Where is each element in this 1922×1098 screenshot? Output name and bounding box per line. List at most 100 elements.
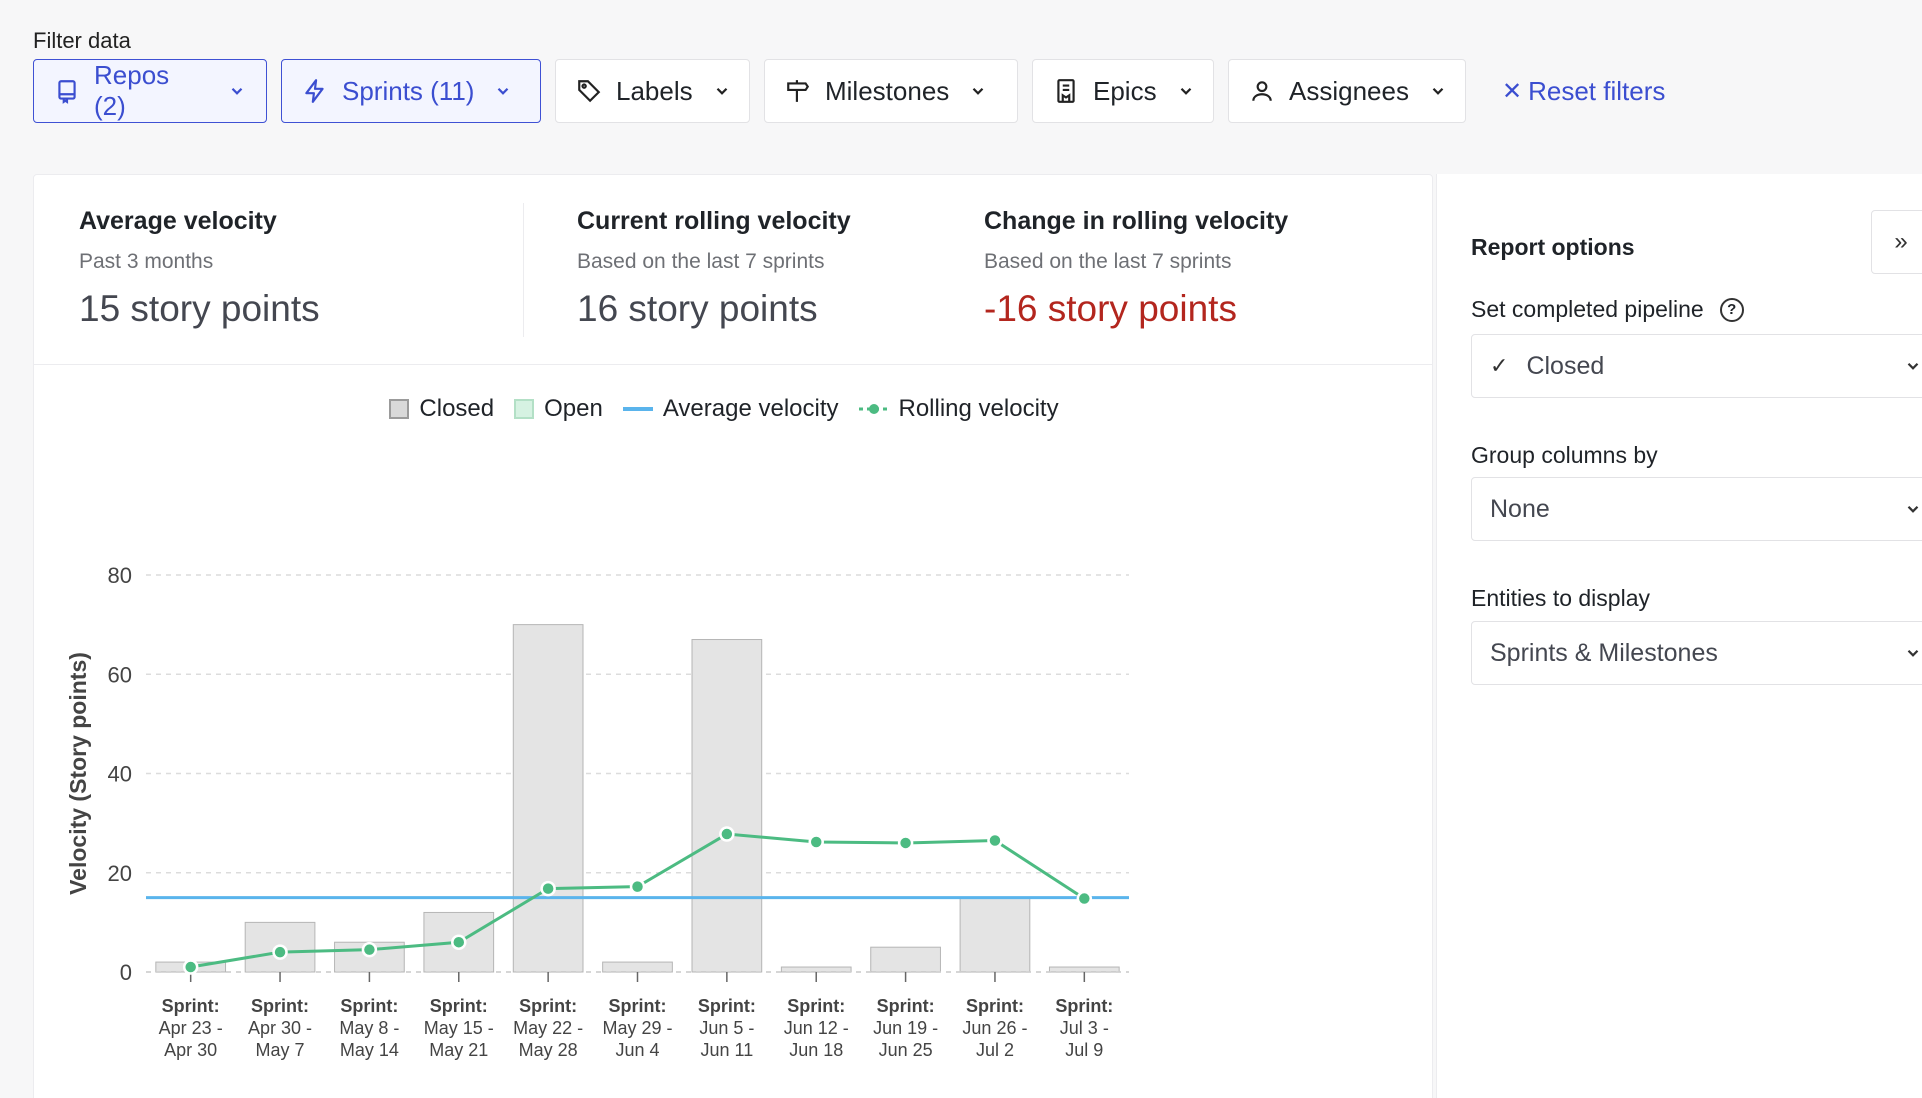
labels-filter-button[interactable]: Labels — [555, 59, 750, 123]
stat-subtitle: Based on the last 7 sprints — [984, 250, 1232, 273]
reset-filters-label: Reset filters — [1528, 75, 1666, 106]
legend-item-closed[interactable]: Closed — [389, 395, 494, 423]
y-tick-label: 40 — [108, 762, 132, 787]
x-tick-label: May 8 - — [339, 1018, 399, 1038]
x-tick-label: May 28 — [519, 1040, 578, 1060]
x-tick-label: May 7 — [256, 1040, 305, 1060]
report-options-title: Report options — [1471, 234, 1635, 260]
epics-filter-button[interactable]: Epics — [1032, 59, 1214, 123]
check-icon: ✓ — [1490, 353, 1509, 378]
x-tick-label: Jun 4 — [615, 1040, 659, 1060]
milestones-filter-button[interactable]: Milestones — [764, 59, 1018, 123]
bar-closed — [691, 639, 763, 973]
x-tick-label: May 21 — [429, 1040, 488, 1060]
x-tick-label: Jun 11 — [701, 1040, 754, 1060]
rolling-velocity-point — [1076, 890, 1093, 907]
dotted-line-swatch-icon — [858, 404, 889, 414]
pipeline-label: Set completed pipeline ? — [1471, 296, 1744, 323]
rolling-velocity-point — [182, 959, 199, 975]
rolling-velocity-point — [629, 878, 646, 895]
group-columns-label-text: Group columns by — [1471, 442, 1658, 468]
stat-divider — [523, 203, 524, 337]
epic-icon — [1053, 78, 1079, 104]
x-tick-label: Sprint: — [1055, 996, 1113, 1016]
rolling-velocity-line — [190, 832, 1086, 969]
legend-item-open[interactable]: Open — [514, 395, 603, 423]
repo-icon — [54, 78, 80, 104]
repos-filter-label: Repos (2) — [94, 60, 170, 121]
velocity-chart: Closed Open Average velocity Rolling vel… — [34, 365, 1434, 1098]
entities-label-text: Entities to display — [1471, 585, 1650, 611]
legend-label: Open — [544, 395, 603, 422]
person-icon — [1249, 78, 1275, 104]
filter-bar: Repos (2) Sprints (11) Labels Milestones — [33, 59, 1665, 123]
open-swatch-icon — [514, 399, 535, 419]
help-icon[interactable]: ? — [1719, 297, 1744, 322]
x-tick-label: Sprint: — [698, 996, 756, 1016]
signpost-icon — [785, 78, 811, 104]
chevron-down-icon — [969, 82, 987, 100]
stat-subtitle: Based on the last 7 sprints — [577, 250, 825, 273]
entities-select[interactable]: Sprints & Milestones — [1471, 621, 1922, 685]
x-tick-label: May 29 - — [602, 1018, 672, 1038]
bar-closed — [870, 946, 941, 973]
rolling-velocity-point — [361, 941, 378, 958]
x-tick-label: Sprint: — [877, 996, 935, 1016]
labels-filter-label: Labels — [616, 75, 693, 106]
x-tick-label: May 15 - — [424, 1018, 494, 1038]
chevron-down-icon — [1177, 82, 1195, 100]
close-icon: ✕ — [1502, 77, 1523, 105]
report-options-panel: Report options » Set completed pipeline … — [1436, 174, 1922, 1098]
x-tick-label: Jun 25 — [879, 1040, 933, 1060]
x-tick-label: Sprint: — [162, 996, 220, 1016]
sprints-filter-label: Sprints (11) — [342, 75, 475, 106]
entities-label: Entities to display — [1471, 585, 1650, 612]
x-tick-label: Jun 5 - — [699, 1018, 754, 1038]
entities-select-value: Sprints & Milestones — [1490, 638, 1718, 667]
y-axis-label: Velocity (Story points) — [65, 652, 91, 895]
x-tick-label: Sprint: — [609, 996, 667, 1016]
epics-filter-label: Epics — [1093, 75, 1157, 106]
stat-title: Current rolling velocity — [577, 207, 851, 235]
chevron-down-icon — [1904, 644, 1922, 662]
chevron-down-icon — [713, 82, 731, 100]
stat-value: -16 story points — [984, 288, 1237, 329]
rolling-velocity-point — [540, 880, 556, 897]
stat-value: 16 story points — [577, 288, 818, 329]
chevron-down-icon — [1904, 500, 1922, 518]
x-tick-label: Sprint: — [787, 996, 845, 1016]
x-tick-label: Apr 30 — [164, 1040, 217, 1060]
pipeline-select[interactable]: ✓ Closed — [1471, 334, 1922, 398]
x-tick-label: Jun 19 - — [873, 1018, 938, 1038]
x-tick-label: May 22 - — [513, 1018, 583, 1038]
current-rolling-velocity-stat: Current rolling velocity Based on the la… — [577, 207, 851, 330]
sprints-filter-button[interactable]: Sprints (11) — [281, 59, 541, 123]
y-tick-label: 20 — [108, 861, 132, 886]
chart-legend: Closed Open Average velocity Rolling vel… — [34, 395, 1434, 423]
group-columns-select[interactable]: None — [1471, 477, 1922, 541]
stat-value: 15 story points — [79, 288, 320, 329]
chevron-down-icon — [1904, 357, 1922, 375]
group-columns-label: Group columns by — [1471, 442, 1658, 469]
reset-filters-button[interactable]: ✕ Reset filters — [1502, 76, 1665, 107]
chevron-down-icon — [1429, 82, 1447, 100]
bar-closed — [512, 624, 584, 973]
y-tick-label: 80 — [108, 563, 132, 588]
rolling-velocity-point — [272, 944, 288, 960]
legend-item-average-velocity[interactable]: Average velocity — [622, 395, 839, 423]
repos-filter-button[interactable]: Repos (2) — [33, 59, 267, 123]
change-rolling-velocity-stat: Change in rolling velocity Based on the … — [984, 207, 1288, 330]
collapse-panel-button[interactable]: » — [1871, 210, 1922, 274]
velocity-report-card: Average velocity Past 3 months 15 story … — [33, 174, 1433, 1098]
lightning-icon — [302, 78, 328, 104]
x-tick-label: Jul 9 — [1065, 1040, 1103, 1060]
x-tick-label: Sprint: — [430, 996, 488, 1016]
x-tick-label: Jun 18 — [789, 1040, 843, 1060]
rolling-velocity-point — [451, 934, 467, 950]
legend-item-rolling-velocity[interactable]: Rolling velocity — [858, 395, 1059, 423]
bar-closed — [602, 961, 673, 973]
rolling-velocity-point — [719, 826, 735, 842]
x-tick-label: Sprint: — [519, 996, 577, 1016]
line-swatch-icon — [622, 407, 653, 411]
assignees-filter-button[interactable]: Assignees — [1228, 59, 1466, 123]
